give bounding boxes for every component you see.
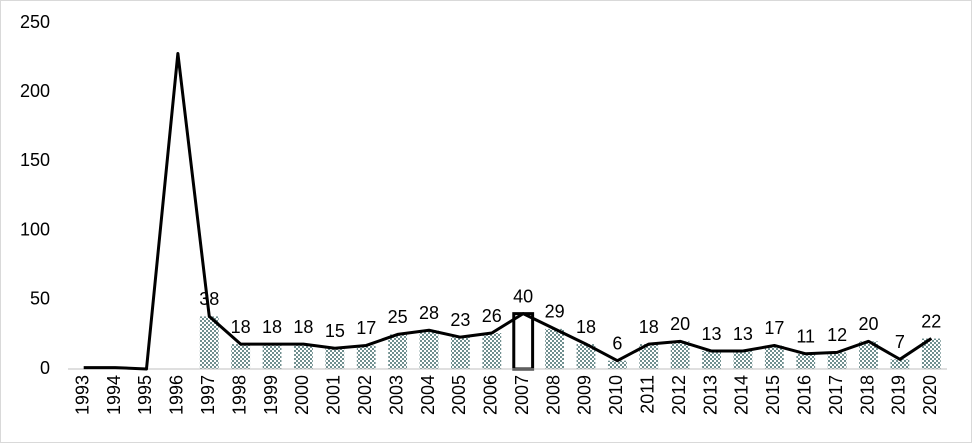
- data-label: 23: [450, 310, 470, 330]
- x-tick-label: 2012: [669, 375, 689, 415]
- data-label: 20: [859, 314, 879, 334]
- data-label: 38: [199, 289, 219, 309]
- x-tick-label: 1994: [104, 375, 124, 415]
- bar: [733, 351, 753, 369]
- x-tick-label: 1999: [261, 375, 281, 415]
- y-tick-label: 100: [20, 219, 50, 239]
- data-label: 17: [764, 318, 784, 338]
- data-label: 22: [921, 311, 941, 331]
- x-tick-label: 2006: [481, 375, 501, 415]
- bar: [764, 345, 784, 369]
- bar: [702, 351, 721, 369]
- x-tick-label: 2014: [732, 375, 752, 415]
- bar: [294, 344, 313, 369]
- data-label: 11: [796, 327, 815, 347]
- x-tick-label: 2007: [512, 375, 532, 415]
- data-label: 12: [827, 325, 847, 345]
- x-tick-label: 2010: [606, 375, 626, 415]
- bar: [545, 328, 565, 369]
- x-tick-label: 2009: [575, 375, 595, 415]
- data-label: 26: [482, 306, 502, 326]
- x-tick-label: 1993: [72, 375, 92, 415]
- bar: [607, 360, 627, 369]
- data-label: 18: [576, 317, 596, 337]
- data-label: 13: [702, 324, 722, 344]
- bar: [670, 341, 690, 369]
- x-tick-label: 2005: [449, 375, 469, 415]
- x-tick-label: 2017: [826, 375, 846, 415]
- x-tick-label: 2016: [794, 375, 814, 415]
- bar: [512, 312, 535, 371]
- data-label: 6: [612, 333, 622, 353]
- x-tick-label: 2019: [889, 375, 909, 415]
- data-label: 18: [639, 317, 659, 337]
- x-tick-label: 2015: [763, 375, 783, 415]
- x-tick-label: 1997: [198, 375, 218, 415]
- x-tick-label: 2001: [324, 375, 344, 415]
- bar: [199, 316, 219, 369]
- x-tick-label: 2002: [355, 375, 375, 415]
- data-label: 13: [733, 324, 753, 344]
- bar: [356, 345, 376, 369]
- bar: [482, 333, 502, 369]
- y-tick-label: 150: [20, 150, 50, 170]
- x-tick-label: 2003: [386, 375, 406, 415]
- y-tick-label: 0: [40, 358, 50, 378]
- bar: [450, 337, 470, 369]
- bar: [796, 353, 816, 369]
- data-label: 18: [262, 317, 282, 337]
- bar: [419, 330, 439, 369]
- bar: [576, 344, 596, 369]
- y-tick-label: 200: [20, 81, 50, 101]
- bar: [262, 344, 282, 369]
- x-tick-label: 2008: [543, 375, 563, 415]
- x-tick-label: 2020: [920, 375, 940, 415]
- data-label: 18: [231, 317, 251, 337]
- data-label: 20: [670, 314, 690, 334]
- x-tick-label: 1996: [167, 375, 187, 415]
- line: [83, 51, 933, 371]
- bar: [639, 344, 659, 369]
- bar: [921, 338, 941, 369]
- data-label: 15: [325, 321, 345, 341]
- x-tick-label: 1995: [135, 375, 155, 415]
- data-label: 7: [895, 332, 905, 352]
- data-label: 29: [545, 302, 565, 322]
- data-label: 40: [513, 286, 533, 306]
- x-tick-label: 2000: [292, 375, 312, 415]
- data-label: 18: [293, 317, 313, 337]
- data-label: 25: [388, 307, 408, 327]
- x-tick-label: 2018: [857, 375, 877, 415]
- bar: [231, 344, 251, 369]
- bar: [827, 352, 847, 369]
- x-tick-label: 2004: [418, 375, 438, 415]
- x-tick-label: 2011: [638, 375, 658, 414]
- y-tick-label: 50: [30, 289, 50, 309]
- y-tick-label: 250: [20, 12, 50, 32]
- data-label: 17: [356, 318, 376, 338]
- bar: [325, 348, 345, 369]
- bar: [859, 341, 878, 369]
- bar: [890, 359, 910, 369]
- bar: [388, 334, 408, 369]
- x-tick-label: 1998: [229, 375, 249, 415]
- data-label: 28: [419, 303, 439, 323]
- x-tick-label: 2013: [700, 375, 720, 415]
